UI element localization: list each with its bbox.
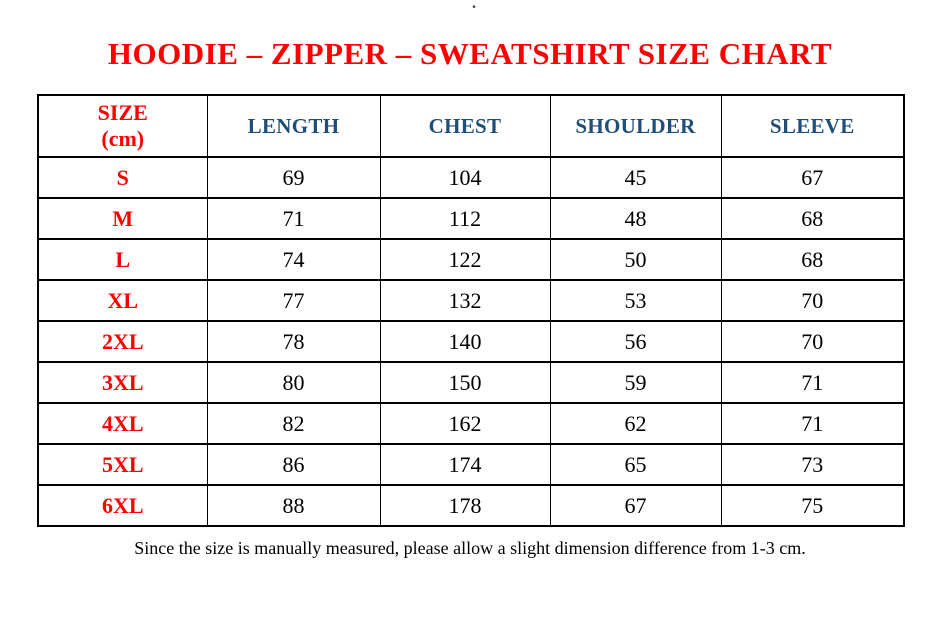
shoulder-value: 56 <box>549 320 722 363</box>
size-label: 6XL <box>37 484 208 527</box>
size-chart-table: SIZE (cm) LENGTH CHEST SHOULDER SLEEVE S… <box>37 94 905 527</box>
shoulder-value: 50 <box>549 238 722 281</box>
sleeve-value: 68 <box>720 197 905 240</box>
length-value: 80 <box>206 361 381 404</box>
chest-value: 174 <box>379 443 551 486</box>
column-header-length: LENGTH <box>206 94 381 158</box>
sleeve-value: 70 <box>720 279 905 322</box>
table-row: 2XL 78 140 56 70 <box>37 320 905 363</box>
sleeve-value: 68 <box>720 238 905 281</box>
table-row: 6XL 88 178 67 75 <box>37 484 905 527</box>
size-label: S <box>37 156 208 199</box>
shoulder-value: 53 <box>549 279 722 322</box>
sleeve-value: 73 <box>720 443 905 486</box>
length-value: 88 <box>206 484 381 527</box>
shoulder-value: 62 <box>549 402 722 445</box>
column-header-shoulder: SHOULDER <box>549 94 722 158</box>
column-header-size: SIZE (cm) <box>37 94 208 158</box>
length-value: 71 <box>206 197 381 240</box>
chest-value: 140 <box>379 320 551 363</box>
sleeve-value: 75 <box>720 484 905 527</box>
chest-value: 104 <box>379 156 551 199</box>
size-label: L <box>37 238 208 281</box>
length-value: 69 <box>206 156 381 199</box>
length-value: 74 <box>206 238 381 281</box>
sleeve-value: 71 <box>720 361 905 404</box>
chest-value: 150 <box>379 361 551 404</box>
size-label: 4XL <box>37 402 208 445</box>
size-header-line1: SIZE <box>97 100 148 126</box>
length-value: 86 <box>206 443 381 486</box>
length-value: 82 <box>206 402 381 445</box>
chest-value: 178 <box>379 484 551 527</box>
length-value: 78 <box>206 320 381 363</box>
shoulder-value: 45 <box>549 156 722 199</box>
shoulder-value: 67 <box>549 484 722 527</box>
table-row: S 69 104 45 67 <box>37 156 905 199</box>
table-row: 4XL 82 162 62 71 <box>37 402 905 445</box>
column-header-sleeve: SLEEVE <box>720 94 905 158</box>
table-row: XL 77 132 53 70 <box>37 279 905 322</box>
sleeve-value: 67 <box>720 156 905 199</box>
table-row: 3XL 80 150 59 71 <box>37 361 905 404</box>
sleeve-value: 71 <box>720 402 905 445</box>
size-label: 2XL <box>37 320 208 363</box>
size-label: XL <box>37 279 208 322</box>
shoulder-value: 65 <box>549 443 722 486</box>
measurement-note: Since the size is manually measured, ple… <box>134 538 806 558</box>
shoulder-value: 59 <box>549 361 722 404</box>
chest-value: 132 <box>379 279 551 322</box>
size-label: 5XL <box>37 443 208 486</box>
length-value: 77 <box>206 279 381 322</box>
table-row: 5XL 86 174 65 73 <box>37 443 905 486</box>
table-row: L 74 122 50 68 <box>37 238 905 281</box>
shoulder-value: 48 <box>549 197 722 240</box>
size-header-line2: (cm) <box>101 126 145 151</box>
table-header-row: SIZE (cm) LENGTH CHEST SHOULDER SLEEVE <box>37 94 905 158</box>
sleeve-value: 70 <box>720 320 905 363</box>
column-header-chest: CHEST <box>379 94 551 158</box>
table-row: M 71 112 48 68 <box>37 197 905 240</box>
chest-value: 162 <box>379 402 551 445</box>
chest-value: 112 <box>379 197 551 240</box>
size-label: M <box>37 197 208 240</box>
page-title: HOODIE – ZIPPER – SWEATSHIRT SIZE CHART <box>107 36 833 71</box>
chest-value: 122 <box>379 238 551 281</box>
size-label: 3XL <box>37 361 208 404</box>
stray-dot: . <box>472 0 476 12</box>
